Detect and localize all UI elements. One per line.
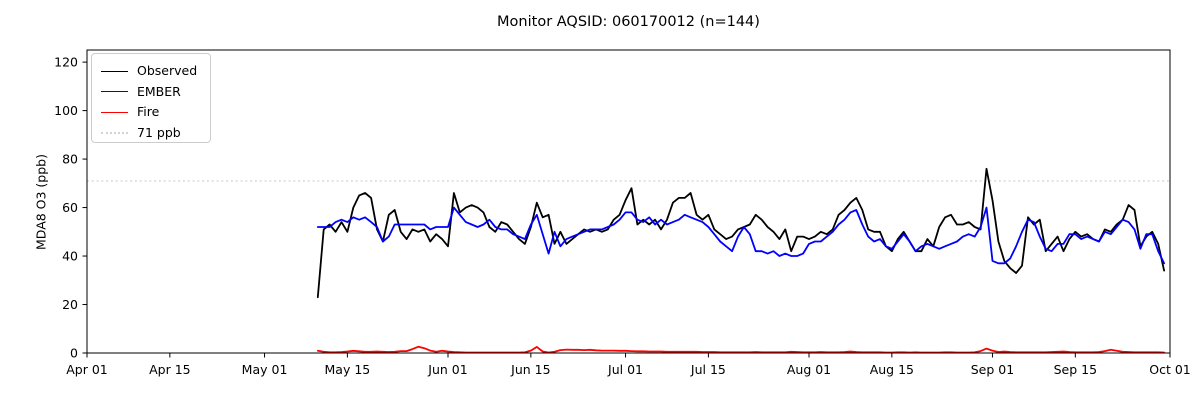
x-tick-label: Aug 01 (787, 362, 831, 377)
series-line-ember (316, 206, 1165, 265)
x-tick-label: Sep 15 (1054, 362, 1097, 377)
x-tick-label: Jun 15 (510, 362, 550, 377)
legend-label-observed: Observed (137, 63, 198, 78)
y-tick-label: 20 (62, 297, 78, 312)
series-line-fire (316, 345, 1165, 354)
y-tick-label: 60 (62, 200, 78, 215)
fire-line-sample (101, 111, 128, 113)
legend-label-ember: EMBER (137, 83, 181, 99)
y-tick-label: 120 (54, 54, 78, 69)
legend-item-threshold: 71 ppb (101, 123, 210, 144)
legend-item-ember: EMBER (101, 82, 210, 103)
series-line-observed (316, 167, 1165, 299)
legend-label-threshold: 71 ppb (137, 124, 181, 140)
x-tick-label: Oct 01 (1149, 362, 1191, 377)
y-tick-label: 0 (70, 345, 78, 360)
ember-line-sample (101, 91, 128, 93)
x-tick-label: May 01 (242, 362, 288, 377)
y-tick-label: 80 (62, 151, 78, 166)
x-tick-label: Jul 15 (690, 362, 726, 377)
x-tick-label: Jun 01 (427, 362, 467, 377)
chart-title: Monitor AQSID: 060170012 (n=144) (497, 14, 760, 30)
legend-item-observed: Observed (101, 61, 210, 82)
y-tick-label: 40 (62, 248, 78, 263)
observed-line-sample (101, 70, 128, 72)
x-tick-label: May 15 (325, 362, 371, 377)
x-tick-label: Apr 01 (66, 362, 108, 377)
y-axis-label: MDA8 O3 (ppb) (33, 154, 49, 250)
x-tick-label: Jul 01 (607, 362, 643, 377)
threshold-line-sample (101, 131, 128, 134)
legend: Observed EMBER Fire 71 ppb (91, 53, 211, 143)
x-tick-label: Sep 01 (971, 362, 1014, 377)
x-tick-label: Aug 15 (870, 362, 914, 377)
x-tick-label: Apr 15 (149, 362, 191, 377)
legend-item-fire: Fire (101, 102, 210, 123)
legend-label-fire: Fire (137, 104, 160, 119)
y-tick-label: 100 (54, 103, 78, 118)
plot-frame (86, 49, 1171, 354)
